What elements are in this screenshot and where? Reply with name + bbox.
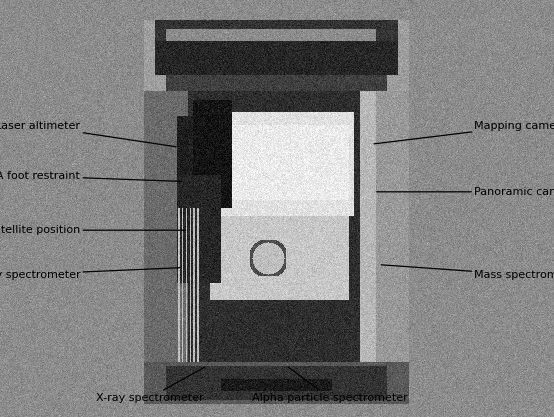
Text: Alpha particle spectrometer: Alpha particle spectrometer — [252, 367, 408, 403]
Text: Panoramic camera: Panoramic camera — [377, 187, 554, 197]
Text: Mass spectrometer: Mass spectrometer — [381, 265, 554, 280]
Text: Mapping camera: Mapping camera — [374, 121, 554, 144]
Text: Subsatellite position: Subsatellite position — [0, 225, 186, 235]
Text: Gamma-ray spectrometer: Gamma-ray spectrometer — [0, 268, 180, 280]
Text: Laser altimeter: Laser altimeter — [0, 121, 176, 147]
Text: X-ray spectrometer: X-ray spectrometer — [96, 367, 205, 403]
Text: EVA foot restraint: EVA foot restraint — [0, 171, 182, 181]
